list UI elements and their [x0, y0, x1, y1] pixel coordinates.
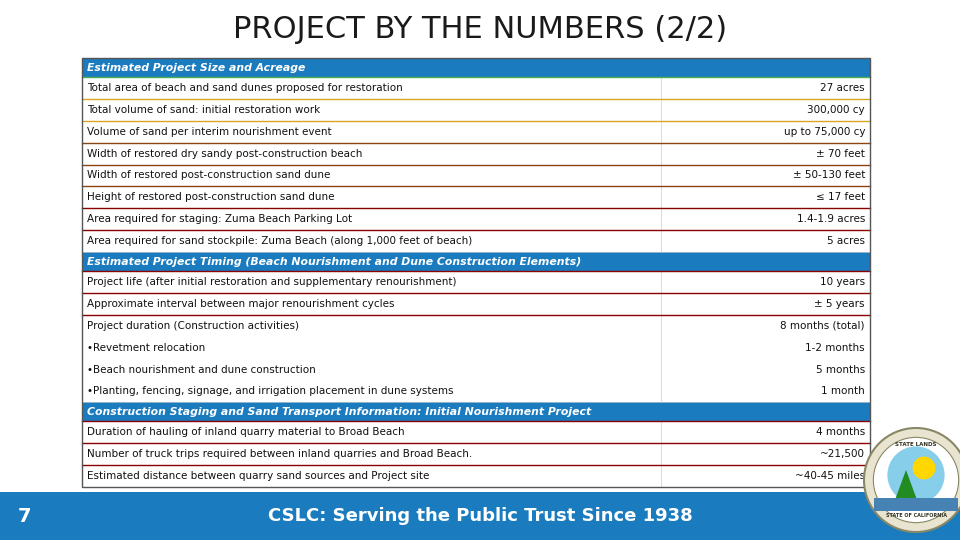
- Circle shape: [864, 428, 960, 532]
- Bar: [82, 58, 870, 77]
- Text: 1 month: 1 month: [821, 387, 865, 396]
- Text: 27 acres: 27 acres: [821, 83, 865, 93]
- Text: 1.4-1.9 acres: 1.4-1.9 acres: [797, 214, 865, 224]
- Bar: [82, 421, 870, 443]
- Bar: [82, 443, 870, 465]
- Text: Number of truck trips required between inland quarries and Broad Beach.: Number of truck trips required between i…: [87, 449, 472, 459]
- Text: Width of restored dry sandy post-construction beach: Width of restored dry sandy post-constru…: [87, 148, 362, 159]
- Text: Total volume of sand: initial restoration work: Total volume of sand: initial restoratio…: [87, 105, 321, 115]
- Text: 4 months: 4 months: [816, 427, 865, 437]
- Bar: [82, 230, 870, 252]
- Text: Estimated distance between quarry sand sources and Project site: Estimated distance between quarry sand s…: [87, 471, 429, 481]
- Text: up to 75,000 cy: up to 75,000 cy: [783, 127, 865, 137]
- Text: Construction Staging and Sand Transport Information: Initial Nourishment Project: Construction Staging and Sand Transport …: [87, 407, 591, 417]
- Text: Approximate interval between major renourishment cycles: Approximate interval between major renou…: [87, 299, 395, 309]
- Text: ± 70 feet: ± 70 feet: [816, 148, 865, 159]
- Text: Duration of hauling of inland quarry material to Broad Beach: Duration of hauling of inland quarry mat…: [87, 427, 404, 437]
- Text: ± 5 years: ± 5 years: [814, 299, 865, 309]
- Text: ± 50-130 feet: ± 50-130 feet: [793, 171, 865, 180]
- Text: 10 years: 10 years: [820, 277, 865, 287]
- Bar: [82, 77, 870, 99]
- Text: Area required for staging: Zuma Beach Parking Lot: Area required for staging: Zuma Beach Pa…: [87, 214, 352, 224]
- Bar: [82, 252, 870, 271]
- Bar: [82, 271, 870, 293]
- Text: ≤ 17 feet: ≤ 17 feet: [816, 192, 865, 202]
- Text: 7: 7: [18, 507, 32, 525]
- Text: 8 months (total): 8 months (total): [780, 321, 865, 331]
- Bar: [82, 402, 870, 421]
- Text: 1-2 months: 1-2 months: [805, 343, 865, 353]
- Text: STATE LANDS: STATE LANDS: [896, 442, 937, 447]
- Text: Height of restored post-construction sand dune: Height of restored post-construction san…: [87, 192, 334, 202]
- Bar: [82, 143, 870, 165]
- Text: •Planting, fencing, signage, and irrigation placement in dune systems: •Planting, fencing, signage, and irrigat…: [87, 387, 453, 396]
- Circle shape: [874, 437, 959, 523]
- Bar: [82, 121, 870, 143]
- Text: Project duration (Construction activities): Project duration (Construction activitie…: [87, 321, 299, 331]
- Bar: [82, 315, 870, 402]
- Bar: [0, 492, 960, 540]
- Bar: [875, 498, 958, 511]
- Bar: [82, 208, 870, 230]
- Text: ~40-45 miles: ~40-45 miles: [795, 471, 865, 481]
- Text: Estimated Project Size and Acreage: Estimated Project Size and Acreage: [87, 63, 305, 72]
- Circle shape: [913, 456, 935, 480]
- Text: ~21,500: ~21,500: [820, 449, 865, 459]
- Text: STATE OF CALIFORNIA: STATE OF CALIFORNIA: [885, 513, 947, 518]
- Bar: [82, 186, 870, 208]
- Text: Area required for sand stockpile: Zuma Beach (along 1,000 feet of beach): Area required for sand stockpile: Zuma B…: [87, 236, 472, 246]
- Text: 5 months: 5 months: [816, 364, 865, 375]
- Text: 5 acres: 5 acres: [827, 236, 865, 246]
- Bar: [82, 465, 870, 487]
- Text: 300,000 cy: 300,000 cy: [807, 105, 865, 115]
- Text: Estimated Project Timing (Beach Nourishment and Dune Construction Elements): Estimated Project Timing (Beach Nourishm…: [87, 256, 581, 267]
- Bar: [82, 99, 870, 121]
- Text: Project life (after initial restoration and supplementary renourishment): Project life (after initial restoration …: [87, 277, 457, 287]
- Text: PROJECT BY THE NUMBERS (2/2): PROJECT BY THE NUMBERS (2/2): [233, 16, 727, 44]
- Text: •Beach nourishment and dune construction: •Beach nourishment and dune construction: [87, 364, 316, 375]
- Bar: [82, 58, 870, 487]
- Circle shape: [887, 447, 945, 504]
- Text: •Revetment relocation: •Revetment relocation: [87, 343, 205, 353]
- Text: Width of restored post-construction sand dune: Width of restored post-construction sand…: [87, 171, 330, 180]
- Polygon shape: [892, 470, 920, 508]
- Text: Volume of sand per interim nourishment event: Volume of sand per interim nourishment e…: [87, 127, 331, 137]
- Text: Total area of beach and sand dunes proposed for restoration: Total area of beach and sand dunes propo…: [87, 83, 403, 93]
- Bar: [82, 293, 870, 315]
- Text: CSLC: Serving the Public Trust Since 1938: CSLC: Serving the Public Trust Since 193…: [268, 507, 692, 525]
- Bar: [82, 165, 870, 186]
